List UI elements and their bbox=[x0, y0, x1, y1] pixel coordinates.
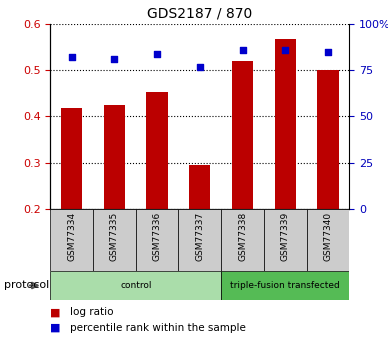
Text: GSM77338: GSM77338 bbox=[238, 212, 247, 261]
Text: GSM77336: GSM77336 bbox=[152, 212, 162, 261]
Bar bbox=[189, 165, 210, 209]
Bar bbox=[307, 209, 349, 271]
Point bbox=[325, 49, 331, 55]
Bar bbox=[178, 209, 221, 271]
Bar bbox=[275, 39, 296, 209]
Bar bbox=[136, 209, 178, 271]
Point bbox=[239, 47, 246, 53]
Text: percentile rank within the sample: percentile rank within the sample bbox=[70, 323, 246, 333]
Bar bbox=[147, 92, 168, 209]
Text: triple-fusion transfected: triple-fusion transfected bbox=[230, 281, 340, 290]
Point bbox=[111, 57, 118, 62]
Bar bbox=[61, 108, 82, 209]
Point bbox=[282, 47, 288, 53]
Point bbox=[154, 51, 160, 57]
Bar bbox=[317, 70, 338, 209]
Text: control: control bbox=[120, 281, 152, 290]
Bar bbox=[50, 271, 221, 300]
Text: protocol: protocol bbox=[4, 280, 49, 290]
Bar bbox=[93, 209, 136, 271]
Text: ■: ■ bbox=[50, 307, 61, 317]
Bar bbox=[221, 271, 349, 300]
Bar bbox=[232, 61, 253, 209]
Bar bbox=[264, 209, 307, 271]
Bar bbox=[50, 209, 93, 271]
Bar bbox=[104, 105, 125, 209]
Point bbox=[197, 64, 203, 69]
Text: log ratio: log ratio bbox=[70, 307, 113, 317]
Title: GDS2187 / 870: GDS2187 / 870 bbox=[147, 6, 253, 20]
Text: GSM77339: GSM77339 bbox=[281, 212, 290, 261]
Text: GSM77340: GSM77340 bbox=[323, 212, 333, 261]
Point bbox=[69, 55, 75, 60]
Text: GSM77334: GSM77334 bbox=[67, 212, 76, 261]
Text: GSM77337: GSM77337 bbox=[195, 212, 204, 261]
Text: ■: ■ bbox=[50, 323, 61, 333]
Bar bbox=[221, 209, 264, 271]
Text: GSM77335: GSM77335 bbox=[110, 212, 119, 261]
